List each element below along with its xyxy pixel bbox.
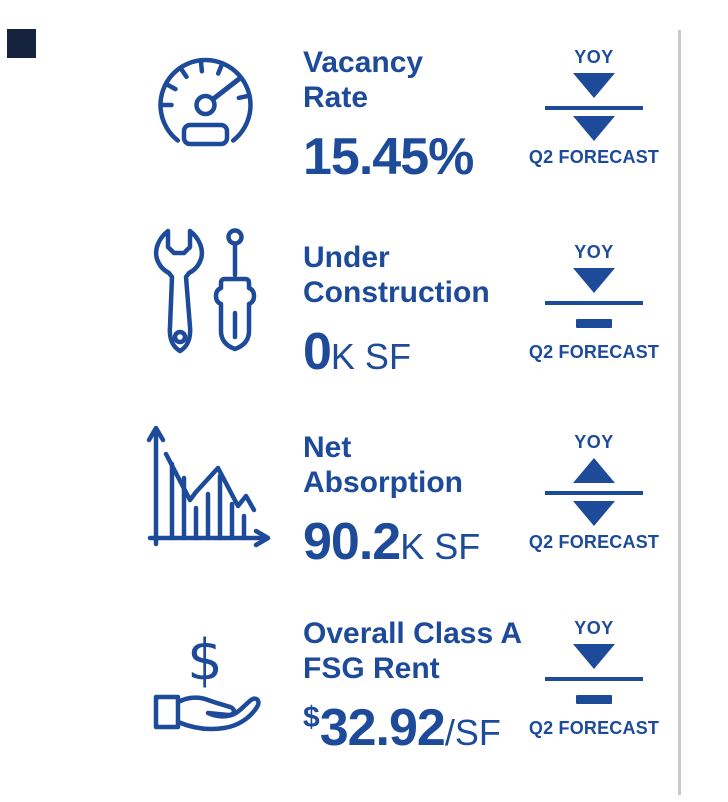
metric-text: Overall Class A FSG Rent $32.92/SF (303, 616, 538, 760)
yoy-trend-arrow-icon (573, 73, 615, 98)
metric-value: $32.92/SF (303, 699, 501, 757)
trend-indicator: YOY Q2 FORECAST (528, 242, 660, 363)
speedometer-icon (130, 45, 280, 189)
forecast-trend-dash-icon (576, 695, 612, 704)
forecast-label: Q2 FORECAST (528, 147, 660, 167)
trend-indicator: YOY Q2 FORECAST (528, 618, 660, 739)
indicator-divider (545, 677, 643, 681)
bar-chart-icon (130, 425, 280, 574)
yoy-label: YOY (574, 432, 614, 452)
corner-square (7, 29, 36, 58)
forecast-trend-arrow-icon (573, 501, 615, 526)
metric-title: Overall Class A FSG Rent (303, 617, 523, 685)
trend-indicator: YOY Q2 FORECAST (528, 432, 660, 553)
metric-row-net-absorption: Net Absorption 90.2K SF YOY Q2 FORECAST (130, 425, 670, 574)
tools-icon (130, 228, 280, 384)
forecast-trend-dash-icon (576, 319, 612, 328)
indicator-divider (545, 106, 643, 110)
metric-text: Under Construction 0K SF (303, 240, 538, 384)
metric-value: 15.45% (303, 128, 474, 186)
metric-value: 0K SF (303, 323, 411, 381)
trend-indicator: YOY Q2 FORECAST (528, 47, 660, 168)
yoy-trend-arrow-icon (573, 268, 615, 293)
metric-row-vacancy-rate: Vacancy Rate 15.45% YOY Q2 FORECAST (130, 45, 670, 189)
metric-row-under-construction: Under Construction 0K SF YOY Q2 FORECAST (130, 228, 670, 384)
forecast-label: Q2 FORECAST (528, 718, 660, 738)
metric-title: Vacancy Rate (303, 46, 424, 114)
metric-value: 90.2K SF (303, 513, 481, 571)
yoy-trend-arrow-icon (573, 458, 615, 483)
yoy-trend-arrow-icon (573, 644, 615, 669)
dollar-sign-prefix: $ (303, 701, 320, 734)
metric-text: Vacancy Rate 15.45% (303, 45, 538, 189)
svg-text:$: $ (187, 629, 223, 693)
forecast-label: Q2 FORECAST (528, 532, 660, 552)
yoy-label: YOY (574, 242, 614, 262)
metric-title: Under Construction (303, 241, 490, 309)
metric-row-overall-rent: $ Overall Class A FSG Rent $32.92/SF YOY… (130, 616, 670, 760)
vertical-divider (678, 30, 681, 795)
indicator-divider (545, 301, 643, 305)
metric-text: Net Absorption 90.2K SF (303, 430, 538, 574)
dollar-hand-icon: $ (130, 616, 280, 760)
yoy-label: YOY (574, 618, 614, 638)
forecast-label: Q2 FORECAST (528, 342, 660, 362)
metric-title: Net Absorption (303, 431, 463, 499)
yoy-label: YOY (574, 47, 614, 67)
forecast-trend-arrow-icon (573, 116, 615, 141)
indicator-divider (545, 491, 643, 495)
